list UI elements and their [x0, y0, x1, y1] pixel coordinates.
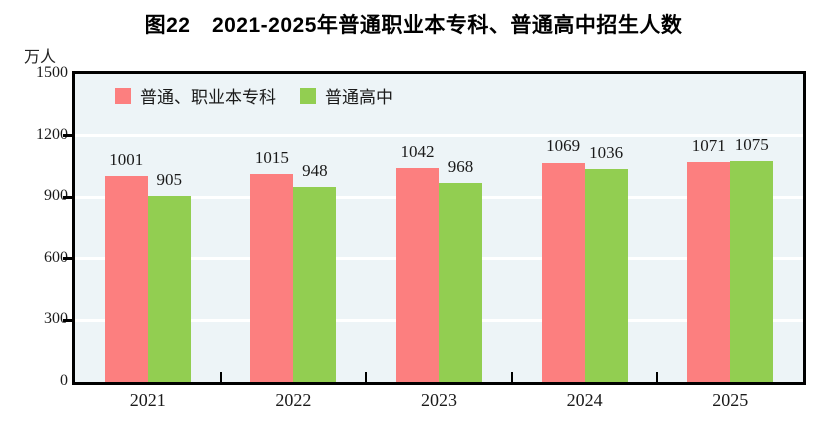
- chart-title: 图22 2021-2025年普通职业本专科、普通高中招生人数: [144, 14, 683, 37]
- value-label-vocational-2024: 1069: [546, 136, 581, 156]
- legend-item-highschool: 普通高中: [300, 83, 393, 108]
- x-category-label-2024: 2024: [566, 390, 603, 410]
- value-label-highschool-2024: 1036: [589, 143, 624, 163]
- legend-item-vocational: 普通、职业本专科: [115, 83, 276, 108]
- y-tick-mark-600: [63, 257, 72, 261]
- y-tick-label-300: 300: [44, 310, 68, 328]
- legend: 普通、职业本专科 普通高中: [115, 83, 393, 108]
- x-tick-mark-4: [656, 372, 659, 382]
- legend-swatch-highschool: [300, 87, 316, 104]
- bar-highschool-2021: [147, 196, 191, 382]
- y-axis-unit-label: 万人: [24, 49, 57, 66]
- value-label-highschool-2021: 905: [156, 170, 183, 190]
- bar-vocational-2024: [541, 162, 585, 382]
- bar-vocational-2022: [250, 173, 294, 382]
- x-category-label-2023: 2023: [421, 390, 457, 410]
- x-tick-mark-1: [219, 372, 222, 382]
- value-label-highschool-2025: 1075: [734, 135, 769, 155]
- value-label-vocational-2023: 1042: [400, 142, 435, 162]
- gridline-1200: [75, 134, 803, 138]
- bar-highschool-2025: [730, 161, 774, 382]
- y-tick-label-1200: 1200: [36, 125, 68, 143]
- value-label-vocational-2025: 1071: [691, 136, 726, 156]
- x-tick-mark-2: [365, 372, 368, 382]
- x-category-label-2022: 2022: [275, 390, 312, 410]
- value-label-highschool-2023: 968: [447, 157, 474, 177]
- x-category-label-2025: 2025: [712, 390, 749, 410]
- value-label-vocational-2021: 1001: [109, 150, 144, 170]
- y-tick-mark-1200: [63, 134, 72, 138]
- x-tick-mark-3: [510, 372, 513, 382]
- y-tick-label-900: 900: [44, 187, 68, 205]
- y-tick-label-1500: 1500: [36, 64, 68, 81]
- bar-vocational-2023: [396, 168, 439, 382]
- plot-area: 普通、职业本专科 普通高中 1001 905 1015 948 1042 968 1069 1…: [72, 71, 806, 385]
- bar-highschool-2023: [439, 183, 482, 382]
- y-tick-mark-300: [63, 318, 72, 322]
- value-label-highschool-2022: 948: [302, 161, 328, 181]
- x-category-label-2021: 2021: [129, 390, 166, 410]
- legend-label-highschool: 普通高中: [325, 88, 393, 107]
- y-tick-label-0: 0: [60, 372, 68, 389]
- value-label-vocational-2022: 1015: [254, 147, 289, 167]
- y-tick-mark-900: [63, 195, 72, 199]
- bar-highschool-2022: [293, 187, 337, 382]
- legend-swatch-vocational: [115, 87, 131, 104]
- bar-vocational-2021: [104, 176, 148, 382]
- legend-label-vocational: 普通、职业本专科: [140, 88, 276, 107]
- y-tick-label-600: 600: [44, 248, 68, 266]
- bar-vocational-2025: [687, 162, 731, 382]
- bar-highschool-2024: [584, 169, 628, 382]
